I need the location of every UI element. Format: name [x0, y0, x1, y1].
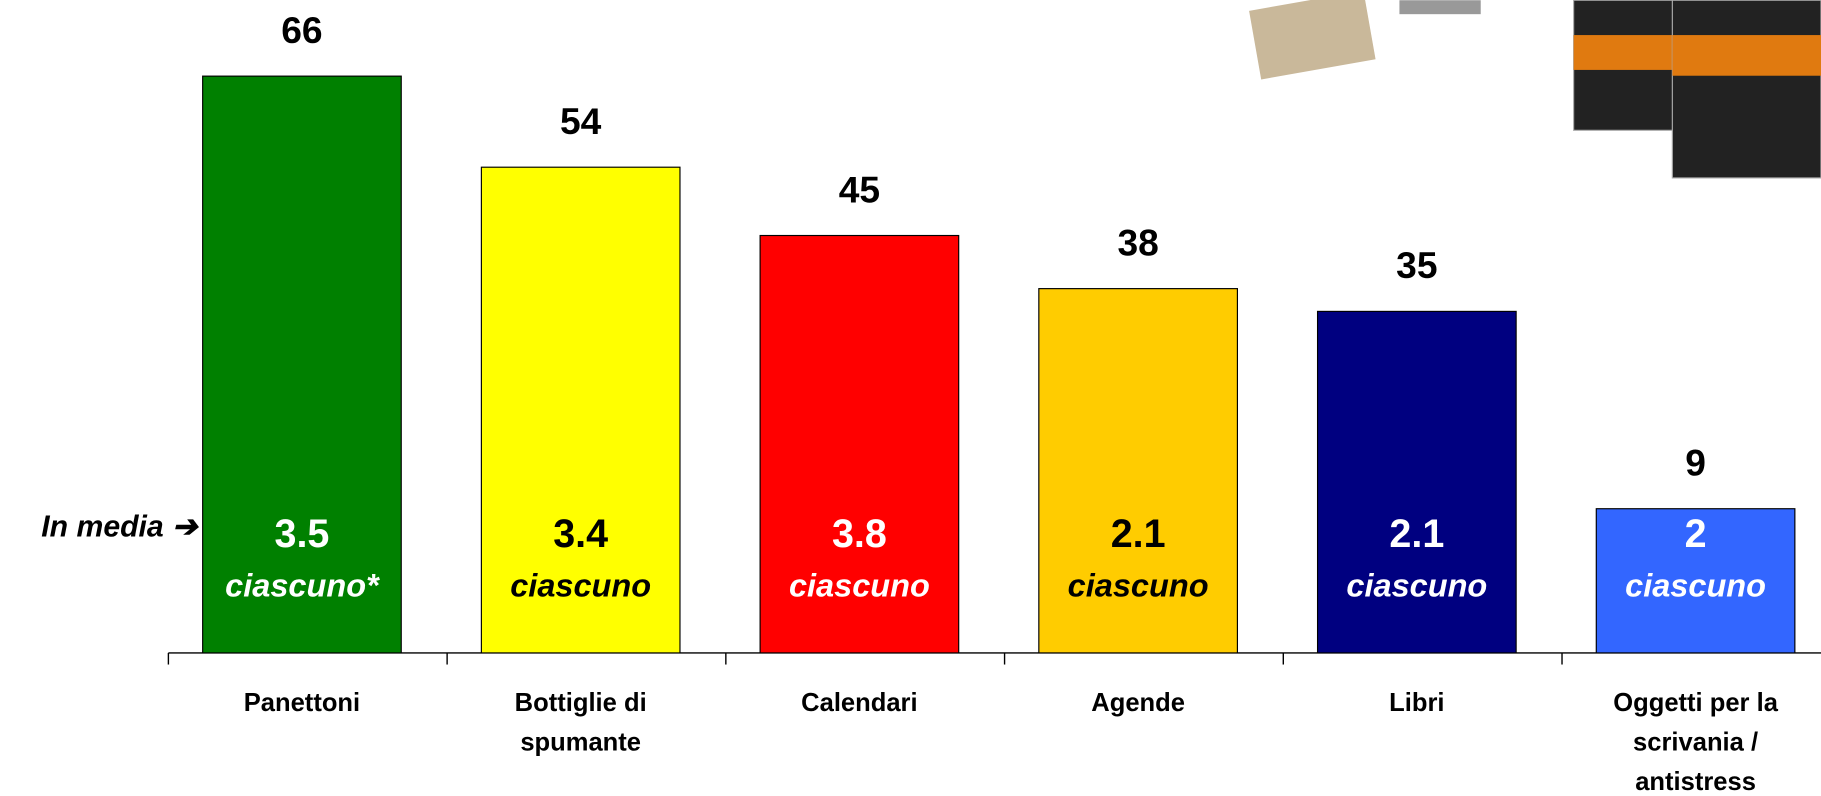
value-label: 54: [560, 100, 602, 142]
value-label: 35: [1396, 244, 1437, 286]
average-label: ciascuno: [1068, 567, 1209, 603]
notebook: [1672, 0, 1821, 178]
average-label: ciascuno*: [225, 567, 380, 603]
x-tick-label-box: Agende: [1022, 683, 1254, 796]
x-tick-label: Agende: [1022, 683, 1254, 722]
average-label: ciascuno: [1625, 567, 1766, 603]
value-label: 45: [839, 168, 880, 210]
notebook-band: [1672, 35, 1821, 76]
average-label: ciascuno: [1346, 567, 1487, 603]
product-photos: [1249, 0, 1821, 178]
photo: [1399, 0, 1480, 14]
value-label: 9: [1685, 442, 1706, 484]
bar: [203, 76, 402, 653]
average-value: 3.5: [275, 512, 330, 556]
annotation: In media ➔: [41, 511, 199, 544]
average-value: 3.4: [553, 512, 608, 556]
value-label: 66: [281, 9, 322, 51]
value-label: 38: [1117, 221, 1158, 263]
average-value: 2.1: [1111, 512, 1166, 556]
average-label: ciascuno: [789, 567, 930, 603]
chart: In media ➔ 66 3.5 ciascuno* Panettoni 54 3.4 c…: [0, 0, 1821, 796]
x-tick-label-box: Libri: [1301, 683, 1533, 796]
x-tick-label-box: Oggetti per la scrivania / antistress: [1579, 683, 1811, 796]
x-tick-label: Calendari: [743, 683, 975, 722]
notebook-band: [1574, 35, 1679, 70]
x-tick-label-box: Panettoni: [186, 683, 418, 796]
average-label: ciascuno: [510, 567, 651, 603]
page: In media ➔ 66 3.5 ciascuno* Panettoni 54 3.4 c…: [0, 0, 1821, 796]
photo: [1249, 0, 1375, 79]
x-tick-label: Panettoni: [186, 683, 418, 722]
x-tick-label-box: Calendari: [743, 683, 975, 796]
x-tick-label: Libri: [1301, 683, 1533, 722]
x-tick-label: Bottiglie di spumante: [465, 683, 697, 762]
x-tick-label: Oggetti per la scrivania / antistress: [1579, 683, 1811, 796]
x-tick-label-box: Bottiglie di spumante: [465, 683, 697, 796]
average-value: 2: [1685, 512, 1707, 556]
average-value: 3.8: [832, 512, 887, 556]
average-value: 2.1: [1389, 512, 1444, 556]
